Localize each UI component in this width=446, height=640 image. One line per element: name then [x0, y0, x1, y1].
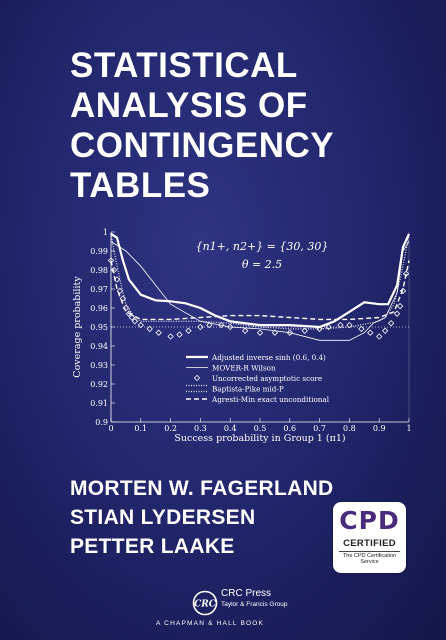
series-marker	[367, 329, 374, 336]
cpd-badge-title: CPD	[339, 506, 400, 535]
series-marker	[286, 329, 293, 336]
series-marker	[376, 333, 383, 340]
series-marker	[176, 331, 183, 338]
series-line	[110, 241, 410, 341]
author-list: MORTEN W. FAGERLAND STIAN LYDERSEN PETTE…	[70, 474, 334, 561]
book-title: STATISTICAL ANALYSIS OF CONTINGENCY TABL…	[70, 46, 430, 206]
x-tick-label: 0.2	[164, 424, 177, 433]
y-tick-label: 0.95	[90, 323, 108, 332]
legend-label: Adjusted inverse sinh (0.6, 0.4)	[211, 353, 326, 362]
publisher-name: CRC Press	[221, 588, 272, 599]
cpd-badge-certified: CERTIFIED	[343, 538, 396, 549]
series-marker	[218, 321, 225, 329]
x-tick-label: 0.1	[134, 424, 147, 433]
legend-label: MOVER-R Wilson	[212, 364, 276, 373]
series-line	[110, 260, 410, 321]
series-marker	[241, 327, 249, 334]
y-tick-label: 0.91	[90, 399, 108, 408]
x-tick-label: 0.4	[224, 424, 237, 433]
title-line: ANALYSIS OF	[70, 86, 308, 125]
author-name: PETTER LAAKE	[70, 535, 235, 558]
y-tick-label: 0.93	[90, 361, 108, 370]
series-marker	[396, 302, 404, 310]
x-tick-label: 0.8	[343, 424, 356, 433]
series-marker	[167, 333, 174, 340]
series-marker	[256, 329, 264, 336]
series-marker	[227, 323, 234, 331]
series-marker	[137, 321, 144, 329]
series-marker	[125, 310, 133, 317]
series-marker	[316, 325, 323, 333]
y-tick-label: 0.92	[90, 380, 108, 389]
series-marker	[197, 323, 204, 331]
y-tick-label: 0.94	[90, 342, 108, 351]
y-tick-label: 0.9	[95, 418, 108, 427]
chart-annotation: {n1+, n2+} = {30, 30}	[196, 240, 329, 253]
series-marker	[155, 329, 162, 336]
coverage-probability-plot: 0.90.910.920.930.940.950.960.970.980.991…	[72, 228, 412, 444]
legend-label: Agresti-Min exact unconditional	[211, 395, 330, 404]
y-tick-label: 1	[103, 228, 108, 237]
y-tick-label: 0.98	[90, 266, 108, 275]
series-marker	[185, 327, 192, 334]
cpd-badge-divider	[339, 551, 400, 552]
series-marker	[387, 320, 395, 327]
x-tick-label: 1	[406, 424, 411, 433]
y-axis-title: Coverage probability	[72, 276, 83, 378]
legend-key	[193, 374, 201, 382]
series-marker	[358, 325, 365, 333]
series-marker	[301, 327, 308, 334]
cpd-badge-service: The CPD Certification Service	[342, 553, 397, 565]
crc-logo-text: CRC	[194, 600, 217, 610]
series-marker	[399, 287, 407, 295]
series-marker	[381, 327, 389, 334]
series-marker	[116, 287, 124, 295]
x-axis-title: Success probability in Group 1 (π1)	[174, 433, 345, 444]
title-line: CONTINGENCY	[70, 126, 335, 165]
y-tick-label: 0.96	[90, 304, 108, 313]
series-marker	[131, 318, 139, 325]
author-name: STIAN LYDERSEN	[70, 506, 256, 529]
author-name: MORTEN W. FAGERLAND	[70, 477, 334, 500]
series-marker	[128, 314, 136, 321]
publisher-group: Taylor & Francis Group	[221, 601, 288, 608]
cpd-certified-badge: CPD CERTIFIED The CPD Certification Serv…	[333, 502, 406, 573]
series-marker	[325, 323, 332, 331]
publisher-imprint: A CHAPMAN & HALL BOOK	[156, 620, 265, 627]
title-line: TABLES	[70, 166, 211, 205]
title-line: STATISTICAL	[70, 46, 298, 85]
x-tick-label: 0.6	[283, 424, 296, 433]
legend-label: Uncorrected asymptotic score	[212, 374, 322, 383]
crc-press-logo-icon: CRC	[192, 590, 218, 616]
x-tick-label: 0.9	[373, 424, 386, 433]
y-tick-label: 0.99	[90, 247, 108, 256]
x-tick-label: 0.5	[254, 424, 267, 433]
y-tick-label: 0.97	[90, 285, 108, 294]
chart-annotation: θ = 2.5	[242, 258, 282, 271]
x-tick-label: 0	[108, 424, 113, 433]
series-marker	[271, 329, 279, 336]
series-marker	[393, 310, 401, 317]
x-tick-label: 0.3	[194, 424, 207, 433]
series-marker	[346, 321, 353, 329]
series-marker	[146, 325, 153, 333]
series-marker	[206, 321, 213, 329]
legend-label: Baptista-Pike mid-P	[212, 385, 284, 394]
series-line	[110, 232, 411, 329]
x-tick-label: 0.7	[313, 424, 326, 433]
